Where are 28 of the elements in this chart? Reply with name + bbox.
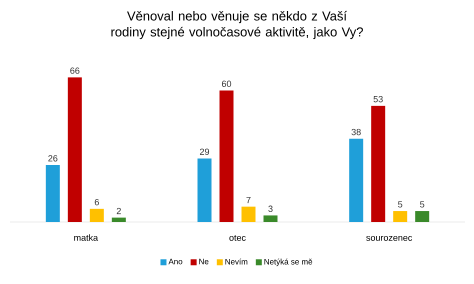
bar [264,215,278,222]
bar [349,138,364,222]
bar [242,206,256,222]
data-label: 2 [116,208,121,214]
bar [112,218,126,222]
data-label: 7 [246,196,251,204]
data-label: 60 [222,80,232,87]
bar [46,165,60,222]
data-label: 29 [200,148,210,155]
bar [198,158,212,222]
bar [220,90,234,222]
data-label: 53 [374,96,383,102]
chart-title: Věnoval nebo věnuje se někdo z Vaší rodiny stejné volnočasové aktivitě, jako Vy? [111,10,363,40]
data-label: 26 [48,155,58,162]
bar [371,106,386,222]
bar [68,77,82,222]
data-label: 6 [94,198,99,206]
x-tick-label: otec [229,234,246,241]
bar [415,211,430,222]
bar [90,208,104,222]
x-tick-label: matka [74,234,98,241]
x-tick-label: sourozenec [366,236,412,241]
data-label: 66 [70,67,80,74]
bar [393,211,408,222]
data-label: 5 [398,201,402,208]
data-label: 5 [420,201,424,208]
data-label: 38 [352,128,361,136]
data-label: 3 [268,206,273,212]
